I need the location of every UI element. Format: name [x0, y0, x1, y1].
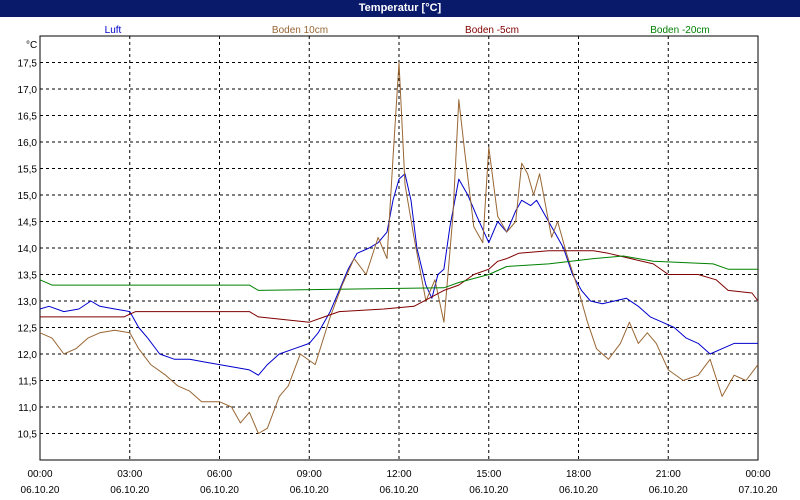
series-line-4	[39, 255, 758, 291]
y-tick-label: 11,5	[18, 377, 37, 388]
x-tick-date: 07.10.20	[739, 485, 778, 496]
y-tick-label: 17,5	[18, 59, 38, 70]
x-tick-date: 06.10.20	[200, 485, 239, 496]
x-tick-time: 00:00	[27, 469, 52, 480]
y-tick-label: 10,5	[18, 430, 38, 441]
x-tick-time: 09:00	[297, 469, 322, 480]
y-tick-label: 12,5	[18, 324, 38, 335]
series-line-2	[39, 62, 759, 434]
legend-entry: Boden -20cm	[650, 25, 709, 36]
y-tick-label: 16,5	[18, 112, 38, 123]
y-tick-label: 12,0	[18, 350, 38, 361]
y-tick-label: 11,0	[18, 403, 37, 414]
grid	[40, 36, 758, 460]
legend: Luft Boden 10cm Boden -5cm Boden -20cm	[105, 25, 710, 36]
x-tick-date: 06.10.20	[469, 485, 508, 496]
x-tick-time: 06:00	[207, 469, 232, 480]
y-tick-label: 15,0	[18, 191, 38, 202]
y-tick-label: 13,0	[18, 297, 38, 308]
y-axis-label: °C	[26, 40, 37, 51]
plot-area-frame	[39, 35, 759, 461]
chart-title: Temperatur [°C]	[0, 0, 800, 17]
y-tick-label: 13,5	[18, 271, 38, 282]
legend-entry: Boden 10cm	[272, 25, 328, 36]
legend-entry: Luft	[105, 25, 122, 36]
y-tick-label: 16,0	[18, 138, 38, 149]
x-tick-time: 21:00	[656, 469, 681, 480]
y-tick-label: 14,0	[18, 244, 38, 255]
x-tick-date: 06.10.20	[110, 485, 149, 496]
x-tick-time: 00:00	[745, 469, 770, 480]
x-tick-time: 03:00	[117, 469, 142, 480]
x-tick-date: 06.10.20	[649, 485, 688, 496]
y-tick-label: 14,5	[18, 218, 38, 229]
legend-entry: Boden -5cm	[465, 25, 519, 36]
series-line-3	[40, 250, 759, 323]
x-tick-time: 12:00	[386, 469, 411, 480]
y-tick-label: 17,0	[18, 85, 38, 96]
x-tick-date: 06.10.20	[380, 485, 419, 496]
x-tick-time: 15:00	[476, 469, 501, 480]
series-group	[39, 62, 759, 434]
y-tick-label: 15,5	[18, 165, 38, 176]
y-tick-labels: 10,5 11,0 11,5 12,0 12,5 13,0 13,5 14,0 14,5 15,0…	[18, 59, 38, 441]
series-line-1	[39, 173, 758, 376]
x-tick-time: 18:00	[566, 469, 591, 480]
x-tick-date: 06.10.20	[290, 485, 329, 496]
x-tick-date: 06.10.20	[21, 485, 60, 496]
x-tick-date: 06.10.20	[559, 485, 598, 496]
x-tick-labels: 00:00 06.10.20 03:00 06.10.20 06:00 06.10.20 0…	[21, 469, 778, 496]
